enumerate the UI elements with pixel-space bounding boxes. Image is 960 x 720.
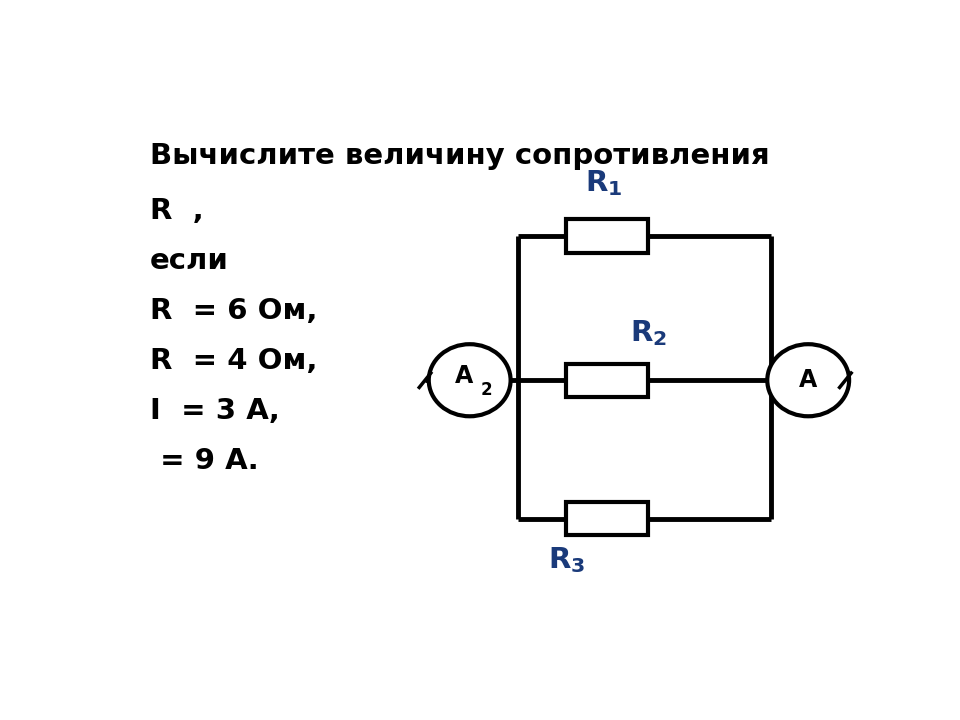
Text: A: A: [455, 364, 473, 388]
FancyBboxPatch shape: [566, 220, 648, 253]
FancyBboxPatch shape: [566, 364, 648, 397]
FancyBboxPatch shape: [566, 503, 648, 536]
Ellipse shape: [429, 344, 511, 416]
Text: R  = 4 Ом,: R = 4 Ом,: [150, 347, 317, 375]
Text: $\mathbf{R_1}$: $\mathbf{R_1}$: [585, 168, 622, 198]
Text: A: A: [799, 368, 817, 392]
Text: R  = 6 Ом,: R = 6 Ом,: [150, 297, 317, 325]
Text: $\mathbf{R_3}$: $\mathbf{R_3}$: [548, 546, 585, 575]
Text: $\mathbf{R_2}$: $\mathbf{R_2}$: [630, 318, 667, 348]
Text: І  = 3 А,: І = 3 А,: [150, 397, 279, 425]
Text: 2: 2: [480, 381, 492, 399]
Text: если: если: [150, 247, 228, 275]
Text: = 9 А.: = 9 А.: [150, 446, 258, 474]
Text: R  ,: R ,: [150, 197, 204, 225]
Text: Вычислите величину сопротивления: Вычислите величину сопротивления: [150, 142, 769, 170]
Ellipse shape: [767, 344, 849, 416]
